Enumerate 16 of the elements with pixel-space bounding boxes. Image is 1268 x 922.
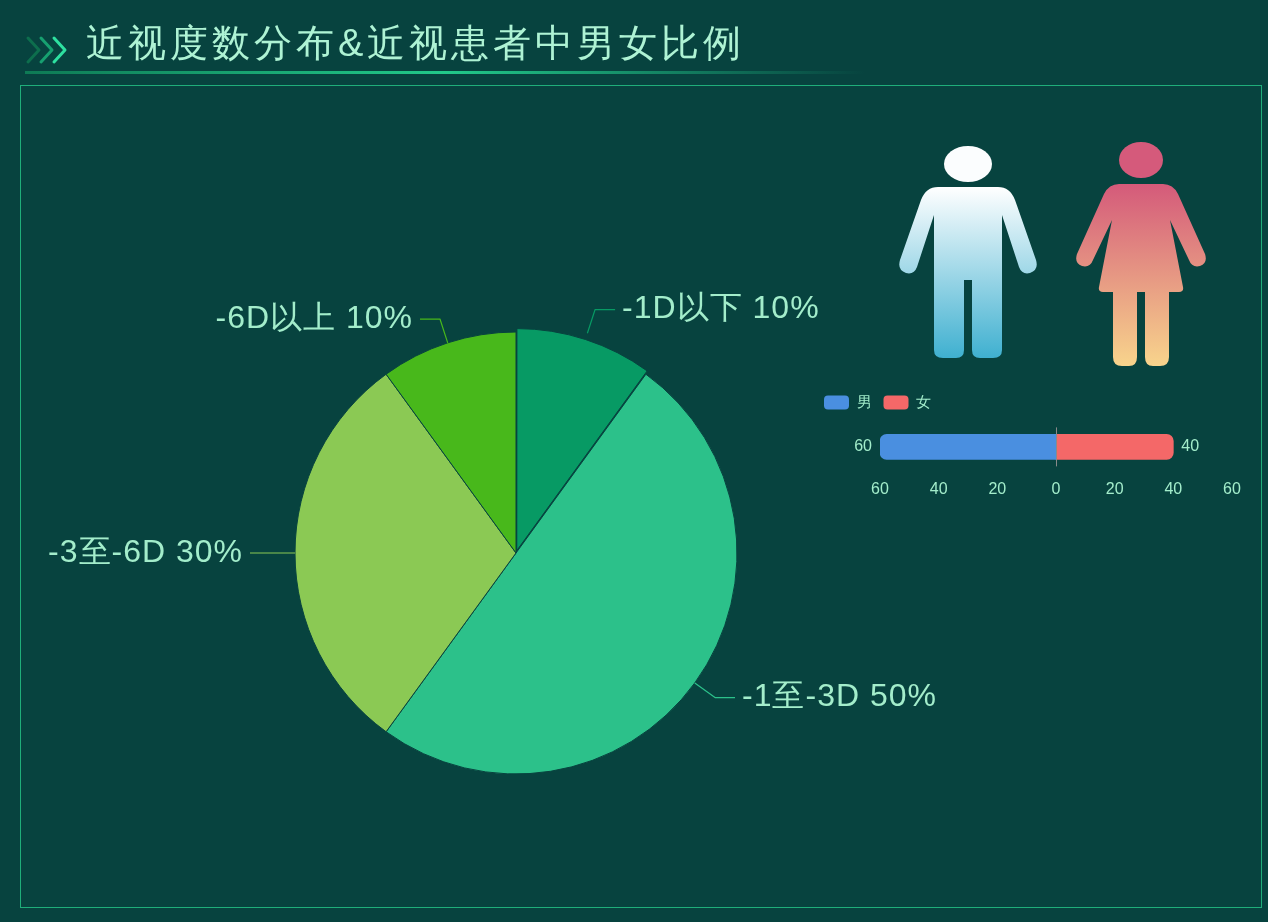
- x-tick-label: 40: [929, 479, 948, 497]
- chart-title: 近视度数分布&近视患者中男女比例: [86, 21, 746, 66]
- data-label: 40: [1181, 437, 1200, 455]
- slice-label: -3至-6D 30%: [48, 532, 243, 569]
- slice-label: -1至-3D 50%: [742, 677, 937, 714]
- x-tick-label: 20: [1105, 479, 1124, 497]
- legend-label: 女: [916, 392, 931, 410]
- legend-label: 男: [856, 392, 872, 410]
- x-tick-label: 0: [1051, 479, 1061, 497]
- slice-label: -1D以下 10%: [622, 289, 820, 326]
- x-tick-label: 60: [871, 479, 889, 497]
- x-tick-label: 60: [1223, 479, 1241, 497]
- slice-label: -6D以上 10%: [215, 298, 413, 335]
- data-label: 60: [854, 437, 873, 455]
- x-tick-label: 40: [1164, 479, 1183, 497]
- x-tick-label: 20: [988, 479, 1007, 497]
